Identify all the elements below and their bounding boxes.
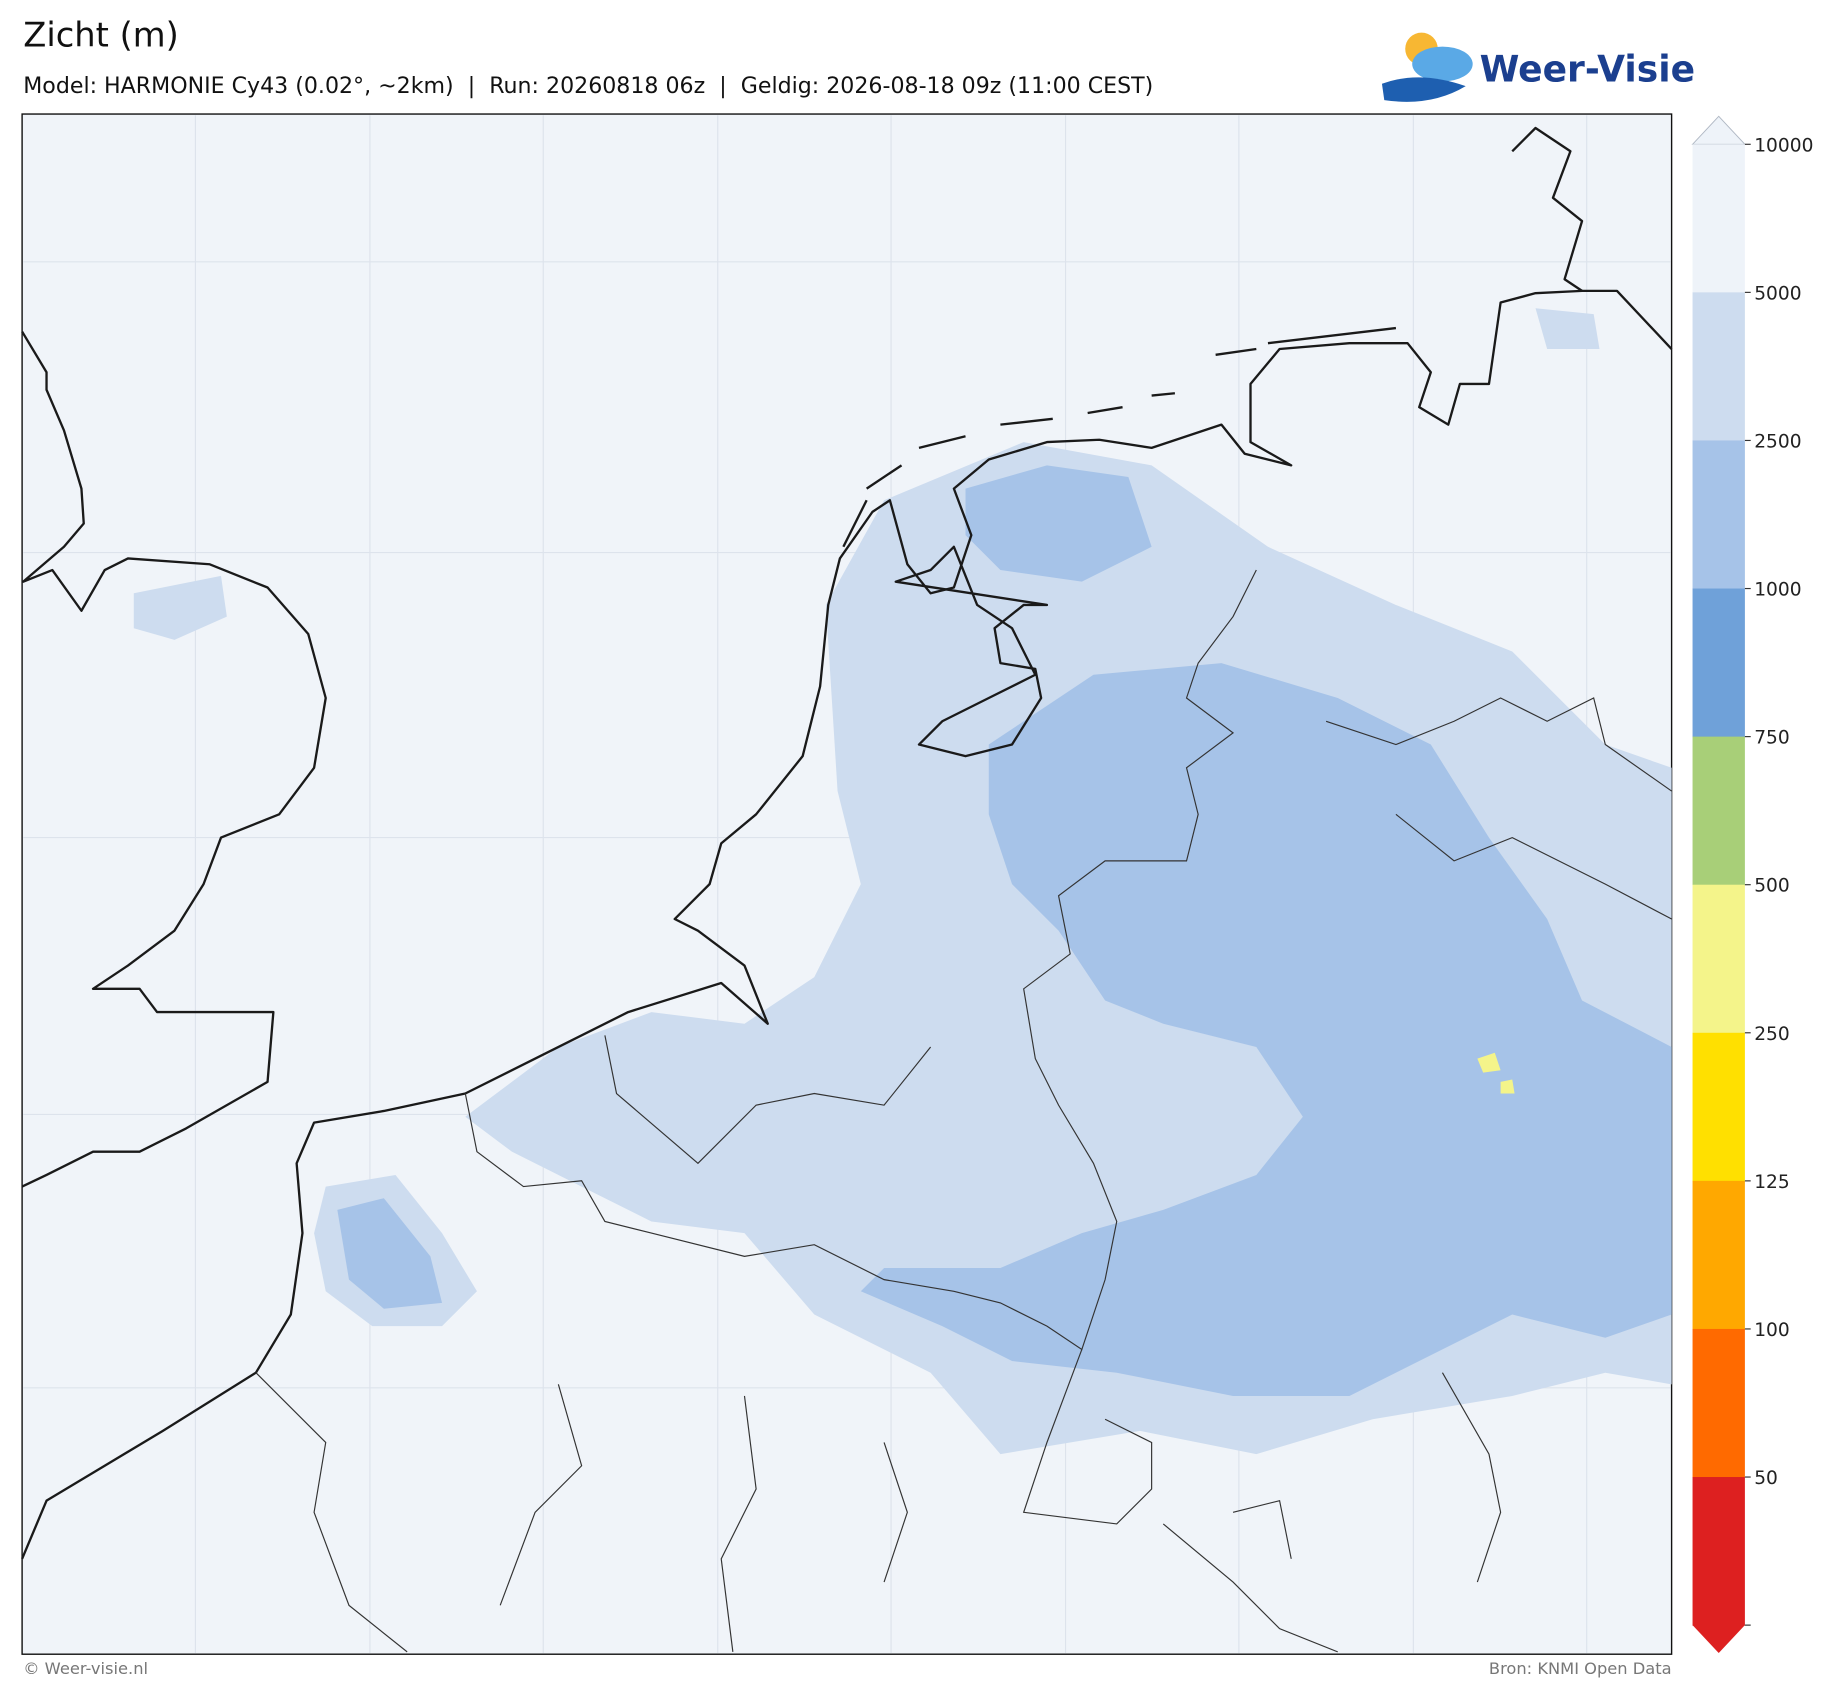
border [1022,1349,1153,1525]
border [604,1035,932,1165]
map [21,113,1673,1655]
colorbar-label: 100 [1754,1320,1790,1341]
footer-right: Bron: KNMI Open Data [1489,1659,1672,1678]
visibility-area [1535,308,1600,350]
title: Zicht (m) [23,16,178,55]
visibility-area [965,465,1152,582]
borders [255,569,1672,1653]
coastlines [21,126,1673,1560]
colorbar-band [1692,884,1745,1034]
coastline [842,326,1397,548]
colorbar-label: 50 [1754,1468,1778,1489]
visibility-area [1477,1052,1501,1073]
colorbar-label: 500 [1754,876,1790,897]
coastline [21,289,1673,1560]
visibility-area [860,663,1672,1396]
coastline [21,330,327,1188]
colorbar-band [1692,1180,1745,1330]
logo-wave [1381,77,1466,102]
colorbar-label: 2500 [1754,431,1801,452]
logo: Weer-Visie [1381,32,1695,102]
logo-text: Weer-Visie [1480,48,1695,90]
colorbar-extension [1692,1625,1745,1654]
colorbar-band [1692,1032,1745,1182]
border [255,1372,1502,1653]
colorbar-band [1692,1477,1745,1626]
visibility-area [337,1198,443,1309]
colorbar-band [1692,736,1745,886]
footer-left: © Weer-visie.nl [23,1659,148,1678]
colorbar-band [1692,1328,1745,1478]
colorbar: 10000 5000 2500 1000 750 500 250 125 100 50 [1691,115,1813,1654]
colorbar-band [1692,440,1745,590]
colorbar-label: 250 [1754,1024,1790,1045]
colorbar-band [1692,292,1745,442]
colorbar-band [1692,588,1745,738]
subtitle: Model: HARMONIE Cy43 (0.02°, ~2km) | Run… [23,73,1153,99]
colorbar-label: 10000 [1754,135,1813,156]
colorbar-label: 1000 [1754,580,1801,601]
colorbar-label: 750 [1754,728,1790,749]
coastline [894,545,1049,758]
colorbar-band [1692,144,1745,293]
border [1325,697,1672,920]
logo-cloud [1412,46,1473,82]
visibility-area [133,575,227,640]
coastline [1511,126,1584,292]
colorbar-label: 5000 [1754,283,1801,304]
colorbar-label: 125 [1754,1172,1790,1193]
border [464,569,1257,1351]
visibility-area [1500,1079,1515,1094]
